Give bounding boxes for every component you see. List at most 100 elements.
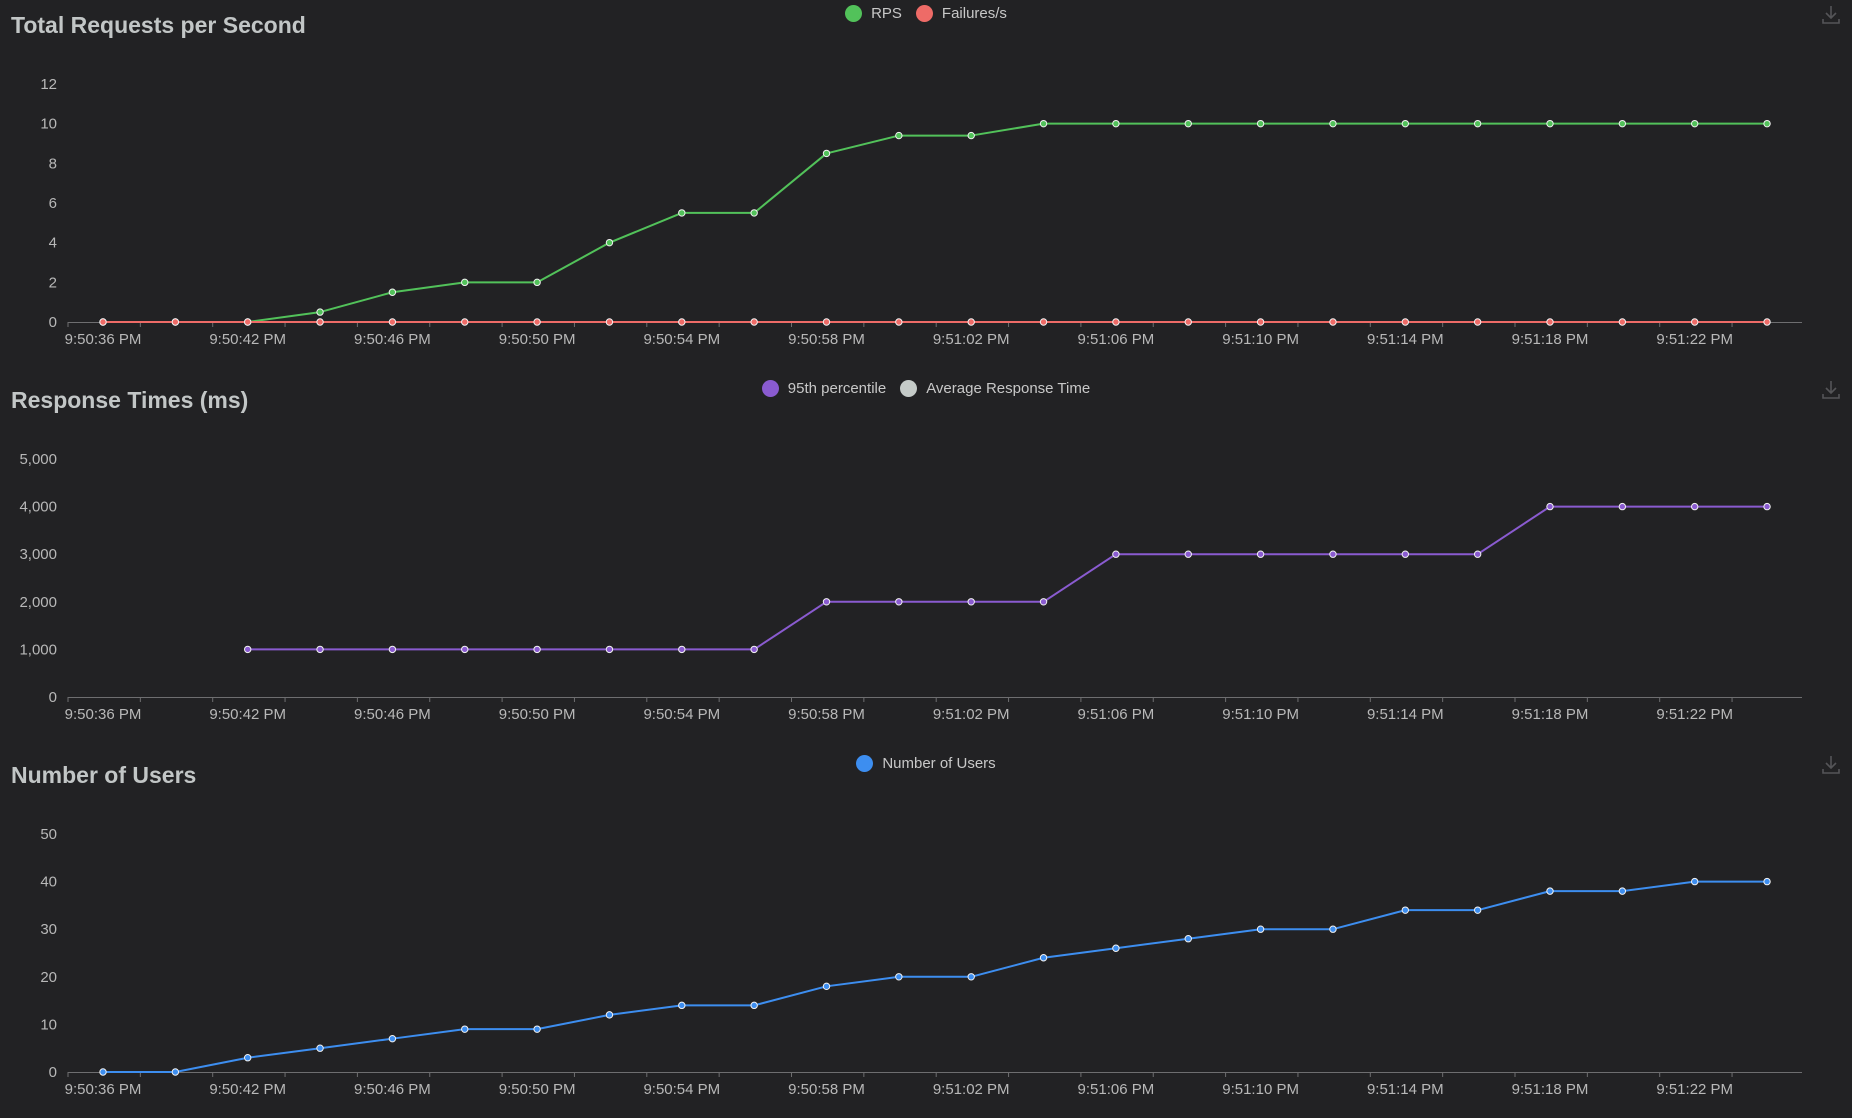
data-point-95th-percentile [533,645,541,654]
legend-label: 95th percentile [787,379,887,397]
data-point-95th-percentile [1691,502,1699,511]
y-tick-label: 10 [40,1016,57,1033]
data-point-failures-s [1401,318,1410,326]
data-point-95th-percentile [605,645,614,654]
x-tick-label: 9:51:06 PM [1078,706,1155,723]
data-point-failures-s [1473,318,1482,326]
x-tick-label: 9:50:50 PM [499,706,576,723]
x-tick-label: 9:50:50 PM [499,1081,576,1098]
data-point-rps [1691,119,1699,128]
x-tick-label: 9:50:54 PM [643,706,720,723]
data-point-rps [316,308,324,316]
data-point-number-of-users [678,1001,686,1010]
chart-panel-response-times: Response Times (ms) 95th percentile Aver… [0,375,1852,750]
x-tick-label: 9:51:18 PM [1512,331,1589,348]
chart-legend: 95th percentile Average Response Time [0,375,1852,401]
chart-legend: Number of Users [0,750,1852,776]
y-tick-label: 0 [49,314,57,331]
legend-marker [845,4,863,22]
data-point-failures-s [605,318,614,326]
x-tick-label: 9:51:06 PM [1078,331,1155,348]
data-point-number-of-users [1618,887,1627,895]
data-point-rps [605,238,614,247]
chart-plot: 0 10 20 30 40 50 9:50:36 PM 9:50:42 PM 9:50:46 P… [40,826,1802,1098]
legend-item-rps[interactable]: RPS [845,4,902,22]
y-tick-label: 5,000 [19,451,57,468]
data-point-failures-s [461,318,469,326]
legend-item-95th-percentile[interactable]: 95th percentile [761,379,887,397]
data-point-rps [1763,119,1771,128]
legend-item-average-response-time[interactable]: Average Response Time [900,379,1091,397]
data-point-number-of-users [461,1025,469,1033]
data-point-failures-s [99,318,107,326]
x-tick-label: 9:51:14 PM [1367,1081,1444,1098]
data-point-failures-s [316,318,324,326]
data-point-failures-s [1329,318,1337,326]
x-tick-label: 9:51:18 PM [1512,706,1589,723]
legend-item-failures[interactable]: Failures/s [915,4,1007,22]
chart-plot: 0 2 4 6 8 10 12 9:50:36 PM 9:50:42 PM 9:50:46 PM 9… [40,76,1802,348]
data-point-95th-percentile [1546,502,1554,511]
series-line-95th-percentile [247,505,1768,651]
data-point-rps [1401,119,1410,128]
data-point-95th-percentile [750,645,758,654]
y-tick-label: 0 [49,1064,57,1081]
data-point-failures-s [678,318,686,326]
data-point-number-of-users [750,1001,758,1010]
data-point-95th-percentile [678,645,686,654]
data-point-rps [461,278,469,287]
legend-marker [856,754,874,772]
x-tick-label: 9:50:54 PM [643,1081,720,1098]
legend-item-number-of-users[interactable]: Number of Users [856,754,996,772]
data-point-number-of-users [967,973,975,981]
legend-label: RPS [871,4,902,22]
download-icon[interactable] [1820,4,1842,26]
x-tick-label: 9:50:36 PM [65,331,142,348]
data-point-95th-percentile [244,645,252,654]
x-tick-label: 9:50:54 PM [643,331,720,348]
data-point-number-of-users [1184,935,1192,943]
data-point-failures-s [1691,318,1699,326]
legend-label: Failures/s [941,4,1007,22]
data-point-failures-s [1112,318,1120,326]
data-point-95th-percentile [1763,502,1771,511]
data-point-rps [822,149,831,158]
y-tick-label: 2,000 [19,594,57,611]
series-line-number-of-users [103,880,1768,1073]
x-tick-label: 9:51:10 PM [1222,706,1299,723]
data-point-95th-percentile [895,598,903,606]
y-tick-label: 4 [49,235,57,252]
y-tick-label: 40 [40,874,57,891]
download-icon[interactable] [1820,379,1842,401]
data-point-number-of-users [99,1068,107,1076]
data-point-failures-s [967,318,975,326]
data-point-rps [1329,119,1337,128]
data-point-95th-percentile [1039,598,1048,606]
data-point-rps [1112,119,1120,128]
chart-title: Number of Users [11,762,197,788]
data-point-95th-percentile [1329,550,1337,558]
chart-legend: RPS Failures/s [0,0,1852,26]
data-point-95th-percentile [316,645,324,654]
data-point-number-of-users [1112,944,1120,952]
x-tick-label: 9:51:10 PM [1222,1081,1299,1098]
data-point-failures-s [1039,318,1048,326]
data-point-number-of-users [1546,887,1554,895]
chart-title: Response Times (ms) [11,387,249,413]
legend-label: Average Response Time [926,379,1091,397]
y-tick-label: 6 [49,195,57,212]
y-tick-label: 3,000 [19,546,57,563]
legend-marker [761,379,779,397]
x-tick-label: 9:51:22 PM [1656,706,1733,723]
data-point-rps [533,278,541,287]
x-tick-label: 9:51:02 PM [933,1081,1010,1098]
data-point-rps [388,288,397,296]
data-point-number-of-users [605,1011,614,1019]
data-point-number-of-users [1329,925,1337,933]
data-point-95th-percentile [388,645,397,654]
download-icon[interactable] [1820,754,1842,776]
data-point-95th-percentile [1618,502,1627,511]
data-point-number-of-users [1256,925,1265,933]
data-point-failures-s [1184,318,1192,326]
data-point-number-of-users [1473,906,1482,914]
